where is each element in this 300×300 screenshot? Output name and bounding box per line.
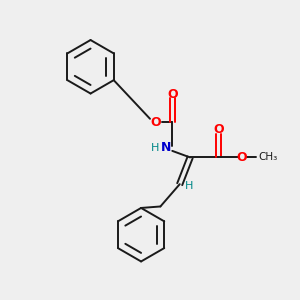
Text: O: O	[213, 123, 224, 136]
Text: H: H	[185, 181, 194, 191]
Text: O: O	[150, 116, 161, 129]
Text: O: O	[236, 151, 247, 164]
Text: N: N	[160, 140, 171, 154]
Text: CH₃: CH₃	[259, 152, 278, 162]
Text: O: O	[167, 88, 178, 101]
Text: H: H	[151, 142, 159, 153]
